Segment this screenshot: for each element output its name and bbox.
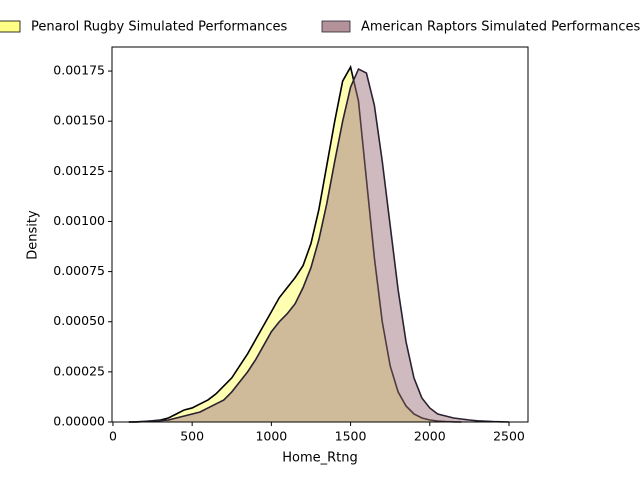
x-tick-label: 2000 [414, 429, 446, 444]
legend-swatch [0, 20, 21, 33]
x-tick-label: 0 [109, 429, 117, 444]
density-line [128, 67, 510, 423]
legend-label: Penarol Rugby Simulated Performances [31, 20, 288, 35]
axes-frame [111, 46, 529, 423]
x-tick-label: 1000 [255, 429, 287, 444]
x-tick-label: 500 [180, 429, 204, 444]
y-tick-label: 0.00050 [53, 313, 105, 328]
x-tick-label: 1500 [335, 429, 367, 444]
y-tick-label: 0.00175 [53, 63, 105, 78]
y-axis-label: Density [26, 210, 41, 260]
y-tick-label: 0.00025 [53, 363, 105, 378]
legend-swatch [321, 20, 351, 33]
y-tick-label: 0.00000 [53, 414, 105, 429]
y-tick-label: 0.00075 [53, 263, 105, 278]
x-tick-label: 2500 [493, 429, 525, 444]
y-tick-label: 0.00100 [53, 213, 105, 228]
y-tick-label: 0.00125 [53, 163, 105, 178]
density-area [128, 69, 509, 422]
x-axis-label: Home_Rtng [282, 451, 358, 466]
y-tick-label: 0.00150 [53, 113, 105, 128]
legend-label: American Raptors Simulated Performances [361, 20, 640, 35]
